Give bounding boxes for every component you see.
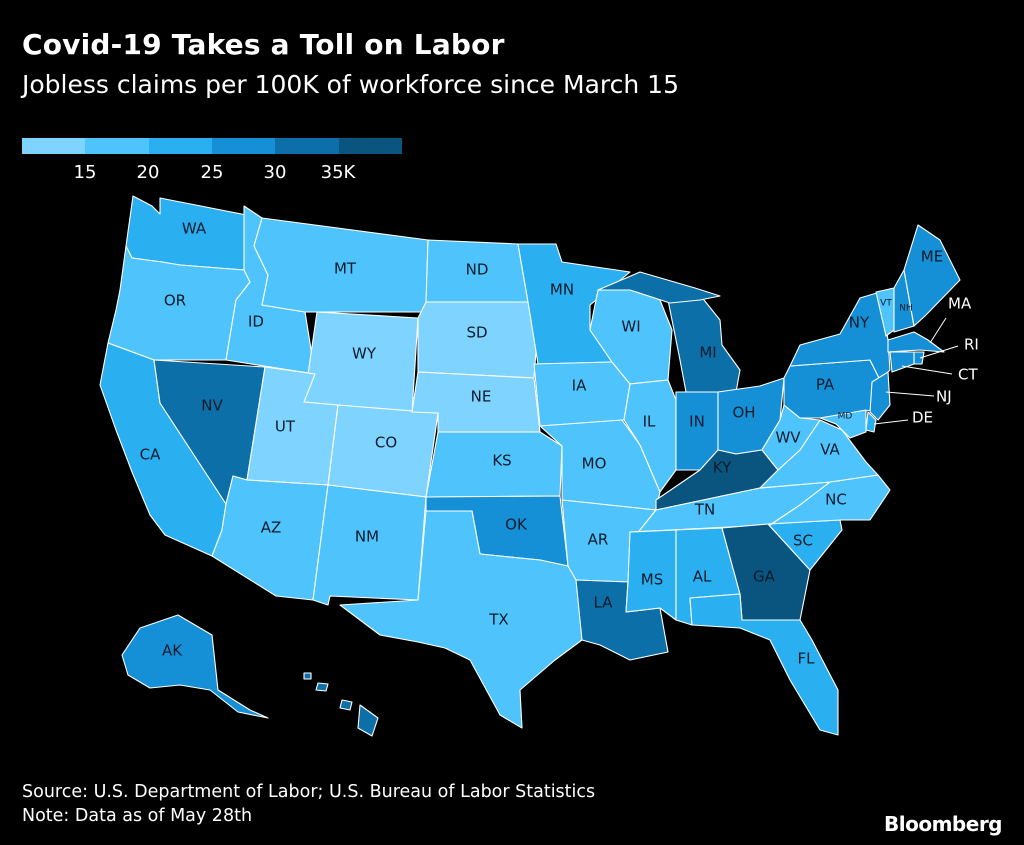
legend-swatch-4: [211, 138, 276, 154]
state-fl: [689, 593, 839, 736]
label-ct: CT: [958, 366, 978, 384]
label-tn: TN: [694, 501, 715, 519]
label-ne: NE: [471, 388, 492, 406]
label-az: AZ: [261, 519, 282, 537]
leader-ma: [929, 317, 947, 344]
label-fl: FL: [798, 650, 816, 668]
state-mn: [517, 243, 631, 365]
label-nm: NM: [355, 528, 379, 546]
legend-tick-20: 20: [136, 162, 160, 183]
label-il: IL: [643, 413, 656, 431]
label-me: ME: [921, 248, 943, 266]
label-or: OR: [164, 292, 186, 310]
state-hi-kauai: [303, 672, 312, 680]
label-ks: KS: [492, 452, 511, 470]
label-oh: OH: [732, 404, 755, 422]
label-wy: WY: [352, 345, 377, 363]
chart-title: Covid-19 Takes a Toll on Labor: [22, 28, 505, 61]
label-md: MD: [838, 412, 853, 422]
state-ri: [913, 351, 925, 365]
label-ia: IA: [572, 377, 587, 395]
state-mi: [667, 294, 741, 393]
label-id: ID: [248, 313, 264, 331]
legend-tick-15: 15: [73, 162, 97, 183]
leader-nj: [885, 391, 935, 397]
label-nc: NC: [825, 491, 847, 509]
state-ct: [889, 351, 915, 373]
leader-ct: [901, 365, 953, 375]
state-hi-big: [357, 704, 379, 737]
legend-swatch-2: [85, 138, 149, 154]
label-vt: VT: [880, 299, 892, 309]
legend-bar: [22, 138, 402, 154]
label-tx: TX: [488, 611, 508, 629]
color-legend: 15 20 25 30 35K: [22, 138, 402, 188]
label-nv: NV: [201, 397, 223, 415]
legend-swatch-3: [148, 138, 212, 154]
state-mi-upper: [597, 271, 721, 304]
label-ar: AR: [588, 531, 609, 549]
label-ak: AK: [162, 642, 183, 660]
label-pa: PA: [816, 376, 835, 394]
state-il: [623, 379, 677, 493]
state-hi-oahu: [315, 682, 329, 692]
source-note: Source: U.S. Department of Labor; U.S. B…: [22, 780, 595, 828]
leader-de: [873, 419, 909, 425]
label-wa: WA: [182, 220, 207, 238]
legend-tick-25: 25: [200, 162, 224, 183]
label-ms: MS: [641, 571, 663, 589]
label-va: VA: [820, 441, 840, 459]
label-ma: MA: [948, 295, 972, 313]
label-ny: NY: [849, 314, 870, 332]
state-tx: [339, 510, 583, 729]
legend-swatch-6: [338, 138, 402, 154]
label-mn: MN: [550, 281, 574, 299]
state-wv: [761, 404, 821, 471]
label-ky: KY: [713, 459, 732, 477]
state-az: [211, 475, 329, 601]
state-ma: [887, 331, 945, 353]
leader-ri: [919, 345, 959, 359]
label-in: IN: [689, 413, 705, 431]
state-nj: [869, 371, 891, 421]
state-nc: [767, 474, 891, 526]
label-ca: CA: [140, 446, 161, 464]
label-wi: WI: [621, 318, 640, 336]
source-line: Source: U.S. Department of Labor; U.S. B…: [22, 782, 596, 802]
label-mi: MI: [699, 344, 716, 362]
label-nh: NH: [899, 304, 913, 314]
label-mt: MT: [334, 260, 357, 278]
label-nj: NJ: [936, 388, 952, 406]
state-de: [865, 411, 877, 433]
state-md: [819, 409, 867, 439]
label-la: LA: [594, 594, 614, 612]
note-line: Note: Data as of May 28th: [22, 806, 253, 826]
legend-swatch-1: [22, 138, 86, 154]
state-me: [903, 224, 961, 327]
label-sc: SC: [793, 532, 813, 550]
legend-swatch-5: [275, 138, 339, 154]
label-co: CO: [375, 434, 397, 452]
legend-tick-35k: 35K: [320, 162, 356, 183]
label-mo: MO: [582, 455, 607, 473]
label-al: AL: [693, 568, 712, 586]
state-hi-maui: [339, 699, 353, 711]
label-ok: OK: [505, 516, 528, 534]
label-nd: ND: [466, 261, 489, 279]
bloomberg-logo: Bloomberg: [884, 812, 1002, 836]
label-ri: RI: [964, 336, 979, 354]
state-ak: [121, 614, 269, 719]
label-de: DE: [912, 409, 933, 427]
state-ks: [425, 431, 563, 498]
legend-tick-30: 30: [263, 162, 287, 183]
chart-subtitle: Jobless claims per 100K of workforce sin…: [22, 70, 679, 99]
label-sd: SD: [466, 324, 487, 342]
label-wv: WV: [775, 429, 801, 447]
label-ga: GA: [753, 568, 776, 586]
label-ut: UT: [275, 418, 296, 436]
